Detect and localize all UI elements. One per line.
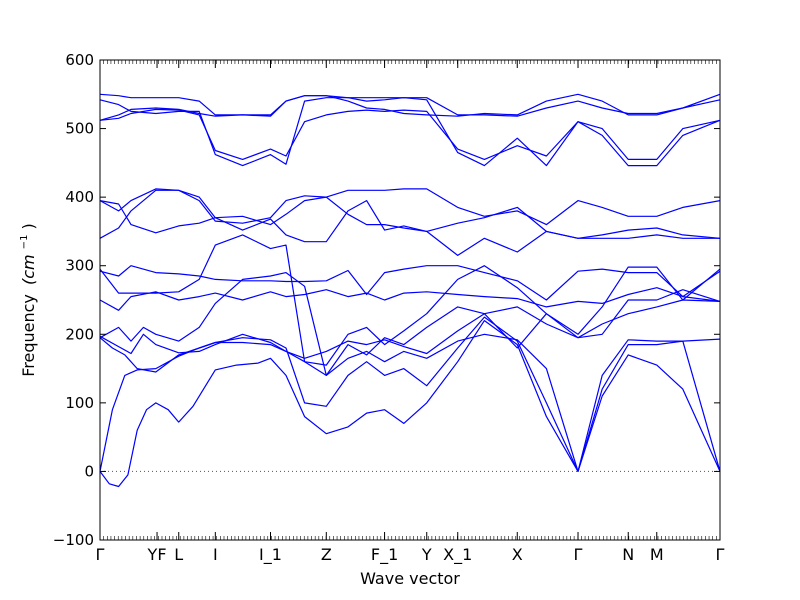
y-axis-label-unit: (cm <box>19 254 38 285</box>
band-line-4 <box>99 299 721 359</box>
kpoint-label: F_1 <box>371 545 398 565</box>
band-line-5 <box>99 272 721 376</box>
kpoint-ticks: Γ YF L I I_1 Z F_1 Y X_1 X Γ N M Γ <box>96 60 725 565</box>
kpoint-label: X_1 <box>443 545 472 565</box>
band-line-1 <box>99 320 721 488</box>
band-line-7 <box>99 265 721 301</box>
plot-frame <box>99 59 721 541</box>
minor-q-ticks <box>99 60 721 540</box>
y-axis-label-unit-close: ) <box>19 223 38 229</box>
y-tick-label: 400 <box>65 188 94 206</box>
band-line-2 <box>99 316 721 472</box>
y-tick-label: 200 <box>65 325 94 343</box>
y-tick-label: −100 <box>53 531 94 549</box>
band-line-6 <box>99 287 721 311</box>
kpoint-label: M <box>650 545 664 564</box>
y-axis-label-unit-exponent: −1 <box>19 235 30 250</box>
kpoint-label: I <box>213 545 218 564</box>
kpoint-label: I_1 <box>259 545 282 565</box>
band-series <box>99 93 721 488</box>
y-tick-label: 500 <box>65 120 94 138</box>
band-line-11 <box>99 188 721 226</box>
y-tick-label: 300 <box>65 257 94 275</box>
band-line-13 <box>99 97 721 167</box>
band-line-15 <box>99 93 721 121</box>
kpoint-label: Z <box>321 545 332 564</box>
band-line-14 <box>99 93 721 117</box>
kpoint-label: YF <box>147 545 167 564</box>
y-axis-ticks: −100 0 100 200 300 400 500 600 <box>53 51 720 549</box>
y-axis-label: Frequency (cm −1 ) <box>12 223 38 377</box>
band-line-9 <box>99 189 720 256</box>
kpoint-label: L <box>174 545 183 564</box>
band-line-3 <box>99 333 721 472</box>
kpoint-label: N <box>622 545 634 564</box>
y-tick-label: 600 <box>65 51 94 69</box>
kpoint-label: X <box>512 545 523 564</box>
kpoint-label: Y <box>421 545 432 564</box>
band-line-8 <box>99 234 721 366</box>
y-axis-label-text: Frequency <box>19 294 38 377</box>
kpoint-label: Γ <box>574 545 583 564</box>
y-tick-label: 100 <box>65 394 94 412</box>
band-line-10 <box>99 196 721 239</box>
x-axis-label: Wave vector <box>360 569 460 588</box>
y-tick-label: 0 <box>84 462 94 480</box>
kpoint-label: Γ <box>716 545 725 564</box>
kpoint-label: Γ <box>96 545 105 564</box>
